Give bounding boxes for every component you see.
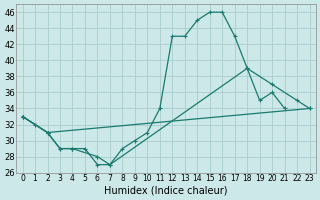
X-axis label: Humidex (Indice chaleur): Humidex (Indice chaleur) xyxy=(104,186,228,196)
